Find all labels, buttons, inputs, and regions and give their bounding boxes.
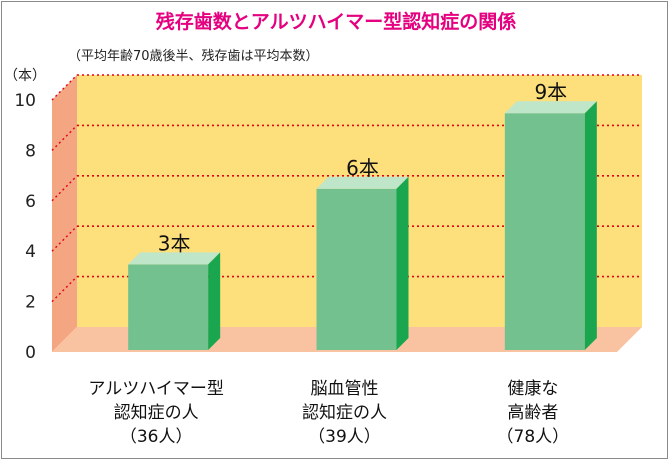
x-tick-label: 健康な: [507, 379, 558, 399]
bar-side: [584, 101, 597, 350]
value-label: 9本: [534, 80, 567, 104]
chart-title: 残存歯数とアルツハイマー型認知症の関係: [156, 10, 516, 33]
x-tick-label: 認知症の人: [302, 403, 387, 423]
bar-side: [208, 252, 221, 350]
chart-subtitle: （平均年齢70歳後半、残存歯は平均本数）: [68, 49, 319, 64]
x-tick-label: 脳血管性: [311, 379, 379, 399]
y-tick-label: 2: [25, 293, 36, 313]
x-tick-label: （39人）: [308, 427, 381, 447]
gridline-depth: [51, 124, 78, 151]
x-tick-label: （78人）: [497, 427, 570, 447]
value-label: 6本: [346, 156, 379, 180]
bar-top: [316, 176, 409, 189]
y-tick-label: 6: [25, 192, 36, 212]
bar-top: [504, 101, 597, 114]
bar: [316, 188, 397, 350]
gridline-depth: [51, 175, 78, 202]
bar-side: [396, 176, 409, 350]
gridline-depth: [51, 276, 78, 303]
bar: [504, 113, 585, 350]
y-axis-unit: （本）: [4, 68, 46, 84]
bar: [128, 264, 209, 350]
x-tick-label: 認知症の人: [114, 403, 199, 423]
y-tick-label: 10: [14, 91, 36, 111]
x-tick-label: 高齢者: [507, 403, 558, 423]
x-axis-labels: アルツハイマー型認知症の人（36人）脳血管性認知症の人（39人）健康な高齢者（7…: [88, 379, 569, 447]
y-tick-label: 4: [25, 242, 36, 262]
gridline-depth: [51, 74, 78, 101]
gridline-depth: [51, 225, 78, 252]
y-axis-ticks: 0 2 4 6 8 10: [14, 91, 36, 363]
bar-top: [128, 252, 221, 265]
value-label: 3本: [158, 231, 191, 255]
bars: [128, 101, 597, 350]
value-labels: 3本 6本 9本: [158, 80, 567, 255]
y-tick-label: 8: [25, 141, 36, 161]
y-tick-label: 0: [25, 343, 36, 363]
x-tick-label: （36人）: [120, 427, 193, 447]
left-wall: [52, 75, 77, 352]
x-tick-label: アルツハイマー型: [88, 379, 224, 399]
